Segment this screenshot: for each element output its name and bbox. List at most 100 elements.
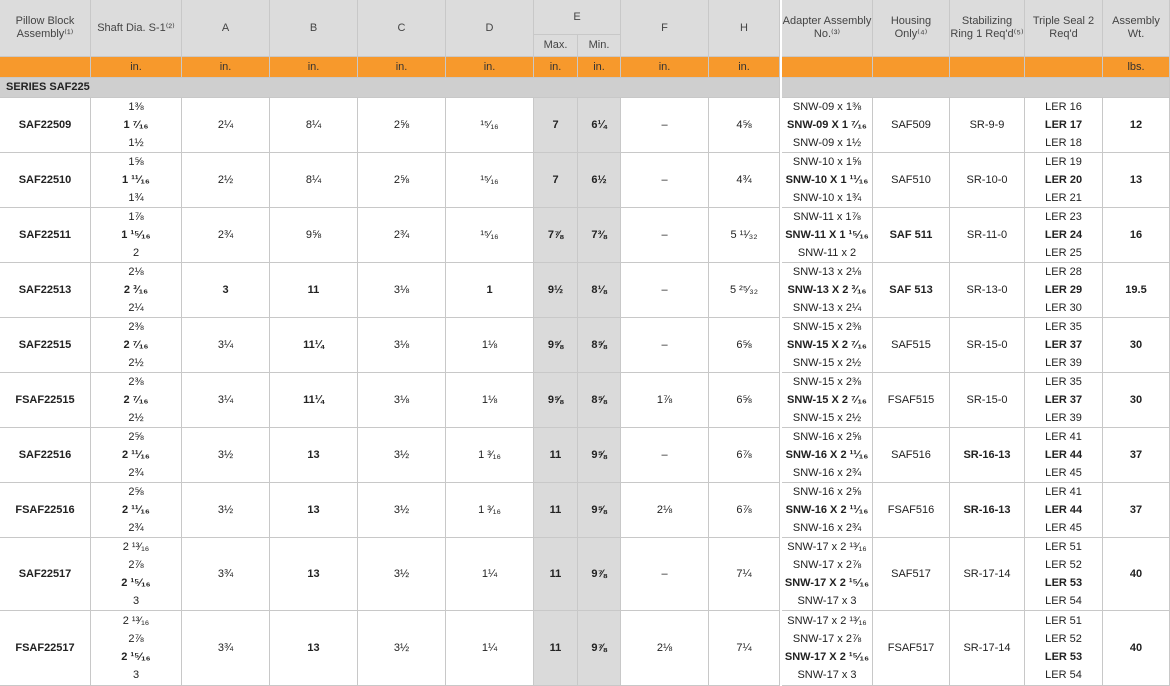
cell-line: LER 16	[1045, 101, 1082, 113]
value-cell: 16	[1103, 208, 1170, 263]
value-cell: –	[621, 153, 709, 208]
value-cell: –	[621, 208, 709, 263]
assembly-cell: SAF22515	[0, 318, 91, 373]
shaft-diameters: 2⅜ 2 ⁷⁄₁₆ 2½	[91, 318, 182, 373]
unit-cell: in.	[578, 57, 621, 78]
column-header: Assembly Wt.	[1103, 0, 1170, 57]
cell-line: LER 54	[1045, 595, 1082, 607]
value-cell: 7¼	[709, 538, 780, 611]
cell-line: 1⅝	[128, 156, 144, 168]
cell-line: SNW-17 x 2 ¹³⁄₁₆	[787, 541, 867, 553]
cell-line: SNW-16 x 2¾	[792, 522, 862, 534]
value-cell: SR-11-0	[950, 208, 1025, 263]
value-cell: 3¾	[182, 538, 270, 611]
cell-line: LER 44	[1044, 449, 1083, 461]
value-cell: SR-9-9	[950, 98, 1025, 153]
unit-cell: in.	[358, 57, 446, 78]
value-cell: 1⅞	[621, 373, 709, 428]
column-header: Pillow Block Assembly⁽¹⁾	[0, 0, 91, 57]
cell-line: LER 41	[1045, 431, 1082, 443]
cell-line: SNW-10 x 1⅝	[792, 156, 862, 168]
assembly-cell: SAF22516	[0, 428, 91, 483]
cell-line: 1 ¹¹⁄₁₆	[122, 174, 150, 186]
adapter-list: SNW-17 x 2 ¹³⁄₁₆ SNW-17 x 2⅞ SNW-17 X 2 ¹⁵…	[782, 611, 873, 686]
cell-line: SNW-15 x 2½	[792, 412, 862, 424]
unit-cell	[782, 57, 873, 78]
value-cell: 2⅛	[621, 611, 709, 686]
cell-line: SNW-17 x 2⅞	[792, 559, 862, 571]
adapter-list: SNW-10 x 1⅝ SNW-10 X 1 ¹¹⁄₁₆ SNW-10 x 1¾	[782, 153, 873, 208]
value-cell: 3	[182, 263, 270, 318]
cell-line: SNW-10 X 1 ¹¹⁄₁₆	[785, 174, 869, 186]
cell-line: SNW-13 x 2¼	[792, 302, 862, 314]
value-cell: 12	[1103, 98, 1170, 153]
cell-line: LER 51	[1045, 615, 1082, 627]
seal-list: LER 23 LER 24 LER 25	[1025, 208, 1103, 263]
value-cell: 8⅝	[578, 373, 621, 428]
value-cell: 7	[534, 153, 578, 208]
cell-line: LER 53	[1044, 651, 1083, 663]
unit-cell	[873, 57, 950, 78]
value-cell: 2¾	[358, 208, 446, 263]
seal-list: LER 35 LER 37 LER 39	[1025, 318, 1103, 373]
unit-cell	[1025, 57, 1103, 78]
cell-line: LER 35	[1045, 376, 1082, 388]
adapter-list: SNW-15 x 2⅜ SNW-15 X 2 ⁷⁄₁₆ SNW-15 x 2½	[782, 318, 873, 373]
value-cell: SR-15-0	[950, 318, 1025, 373]
shaft-diameters: 2 ¹³⁄₁₆ 2⅞ 2 ¹⁵⁄₁₆ 3	[91, 611, 182, 686]
seal-list: LER 28 LER 29 LER 30	[1025, 263, 1103, 318]
cell-line: LER 54	[1045, 669, 1082, 681]
assembly-cell: SAF22517	[0, 538, 91, 611]
cell-line: 2⅜	[128, 376, 144, 388]
value-cell: 9⅝	[578, 483, 621, 538]
value-cell: SR-16-13	[950, 483, 1025, 538]
cell-line: 2⅜	[128, 321, 144, 333]
shaft-diameters: 1⅝ 1 ¹¹⁄₁₆ 1¾	[91, 153, 182, 208]
seal-list: LER 51 LER 52 LER 53 LER 54	[1025, 611, 1103, 686]
value-cell: 13	[270, 428, 358, 483]
cell-line: SNW-09 x 1½	[792, 137, 862, 149]
cell-line: 2 ⁷⁄₁₆	[123, 394, 149, 406]
cell-line: LER 45	[1045, 522, 1082, 534]
adapter-list: SNW-13 x 2⅛ SNW-13 X 2 ³⁄₁₆ SNW-13 x 2¼	[782, 263, 873, 318]
value-cell: 40	[1103, 611, 1170, 686]
column-header: Stabilizing Ring 1 Req'd⁽⁵⁾	[950, 0, 1025, 57]
cell-line: SNW-17 x 2 ¹³⁄₁₆	[787, 615, 867, 627]
value-cell: FSAF515	[873, 373, 950, 428]
value-cell: 13	[270, 611, 358, 686]
cell-line: SNW-10 x 1¾	[792, 192, 862, 204]
value-cell: 3⅛	[358, 373, 446, 428]
value-cell: 9⅞	[578, 538, 621, 611]
cell-line: 2 ¹¹⁄₁₆	[122, 449, 150, 461]
cell-line: SNW-11 x 2	[797, 247, 857, 259]
seal-list: LER 41 LER 44 LER 45	[1025, 483, 1103, 538]
seal-list: LER 19 LER 20 LER 21	[1025, 153, 1103, 208]
unit-cell: in.	[709, 57, 780, 78]
cell-line: 1⅞	[128, 211, 144, 223]
cell-line: SNW-09 X 1 ⁷⁄₁₆	[787, 119, 867, 131]
value-cell: 3½	[182, 428, 270, 483]
shaft-diameters: 2⅝ 2 ¹¹⁄₁₆ 2¾	[91, 428, 182, 483]
column-subheader: Max.	[534, 35, 578, 57]
value-cell: 2⅝	[358, 153, 446, 208]
value-cell: SAF517	[873, 538, 950, 611]
value-cell: SAF510	[873, 153, 950, 208]
value-cell: 2½	[182, 153, 270, 208]
column-header: F	[621, 0, 709, 57]
value-cell: 7	[534, 98, 578, 153]
value-cell: 1	[446, 263, 534, 318]
cell-line: LER 53	[1044, 577, 1083, 589]
cell-line: LER 20	[1044, 174, 1083, 186]
value-cell: 3½	[358, 611, 446, 686]
cell-line: SNW-17 x 3	[797, 669, 857, 681]
cell-line: 1½	[128, 137, 144, 149]
value-cell: 9⅞	[578, 611, 621, 686]
cell-line: SNW-15 x 2½	[792, 357, 862, 369]
cell-line: SNW-11 X 1 ¹⁵⁄₁₆	[785, 229, 869, 241]
value-cell: 1¼	[446, 611, 534, 686]
value-cell: SR-10-0	[950, 153, 1025, 208]
value-cell: 3¼	[182, 318, 270, 373]
cell-line: SNW-16 x 2¾	[792, 467, 862, 479]
cell-line: SNW-13 X 2 ³⁄₁₆	[787, 284, 867, 296]
cell-line: 1¾	[128, 192, 144, 204]
